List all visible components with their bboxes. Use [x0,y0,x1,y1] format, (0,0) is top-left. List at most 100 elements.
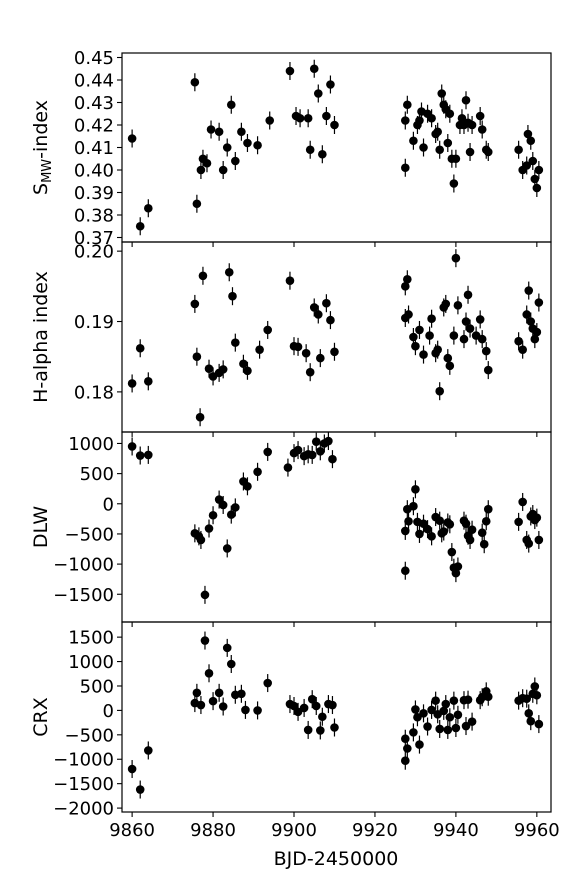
smw-data-point [214,127,224,137]
smw-data-point [192,199,202,209]
dlw-data-point [411,485,420,494]
crx-data-point [144,746,153,755]
dlw-data-point [467,525,477,535]
halpha-data-point [224,267,234,277]
smw-data-point [135,221,145,231]
dlw-data-point [423,524,432,534]
dlw-data-point [231,503,240,512]
dlw-data-point [208,510,218,520]
smw-y-tick-label: 0.41 [74,138,114,159]
smw-data-point [303,113,313,123]
dlw-data-point [514,517,523,527]
halpha-data-point [534,298,544,307]
smw-data-point [514,145,523,155]
x-tick-label: 9900 [271,820,317,841]
crx-data-point [449,696,459,705]
halpha-data-point [263,325,272,335]
crx-y-tick-label: −500 [65,725,114,746]
crx-data-point [237,689,246,699]
smw-y-tick-label: 0.39 [74,183,114,204]
dlw-data-point [253,467,262,477]
smw-data-point [305,145,315,155]
smw-data-point [483,147,493,157]
halpha-data-point [255,345,264,354]
halpha-data-point [313,310,323,319]
halpha-data-point [243,366,252,376]
smw-y-tick-label: 0.42 [74,116,114,137]
crx-data-point [318,712,327,722]
dlw-data-point [427,532,436,541]
dlw-data-point [243,481,252,491]
dlw-y-axis-label: DLW [30,506,52,548]
dlw-data-point [324,436,333,446]
crx-data-point [263,678,272,688]
halpha-data-point [192,352,202,362]
smw-data-point [427,113,436,123]
smw-data-point [237,127,246,137]
crx-data-point [214,688,224,698]
crx-data-point [401,734,410,744]
crx-data-point [461,721,471,731]
halpha-y-axis-label: H-alpha index [30,271,52,403]
dlw-data-point [283,463,293,472]
dlw-data-point [226,510,236,519]
halpha-data-point [204,364,214,373]
halpha-data-point [459,334,469,344]
crx-panel-frame [121,621,552,813]
crx-data-point [443,725,453,735]
halpha-data-point [483,365,493,375]
dlw-y-tick-label: −1500 [53,585,114,606]
halpha-data-point [425,331,434,340]
smw-data-point [226,100,236,110]
crx-data-point [330,723,339,732]
dlw-data-point [518,497,527,507]
crx-data-point [226,659,236,669]
dlw-data-point [204,524,214,533]
x-tick-label: 9860 [109,820,155,841]
smw-data-point [443,138,453,148]
halpha-data-point [465,324,475,333]
smw-data-point [206,125,216,134]
crx-data-point [423,722,432,731]
dlw-y-tick-label: 500 [80,464,114,485]
crx-data-point [208,696,218,706]
halpha-data-point [453,301,463,310]
smw-data-point [465,147,475,157]
smw-data-point [415,116,424,125]
smw-data-point [218,165,228,175]
halpha-data-point [231,338,240,347]
halpha-data-point [419,350,428,359]
crx-data-point [435,724,445,734]
halpha-panel-frame [121,241,552,433]
halpha-data-point [239,359,248,369]
crx-data-point [483,692,493,702]
crx-y-tick-label: −1000 [53,750,114,771]
halpha-data-point [322,298,331,308]
crx-data-point [411,705,420,714]
halpha-data-point [451,253,461,263]
dlw-data-point [532,513,542,522]
smw-data-point [523,129,533,139]
halpha-data-point [481,346,491,356]
halpha-data-point [316,353,325,363]
halpha-data-point [285,276,295,286]
crx-y-tick-label: 1000 [68,652,114,673]
x-tick-label: 9960 [514,820,560,841]
halpha-data-point [218,365,228,374]
smw-data-point [401,163,410,173]
halpha-data-point [301,348,311,358]
smw-data-point [326,80,335,89]
smw-data-point [461,95,471,105]
dlw-data-point [222,544,232,553]
smw-data-point [401,116,410,125]
smw-data-point [530,174,540,184]
smw-data-point [467,120,477,130]
smw-data-point [313,89,323,98]
dlw-data-point [135,451,145,460]
crx-data-point [467,717,477,726]
dlw-y-tick-label: −500 [65,524,114,545]
smw-data-point [243,138,252,148]
halpha-data-point [427,314,436,324]
dlw-data-point [409,501,418,511]
halpha-data-point [463,290,473,300]
